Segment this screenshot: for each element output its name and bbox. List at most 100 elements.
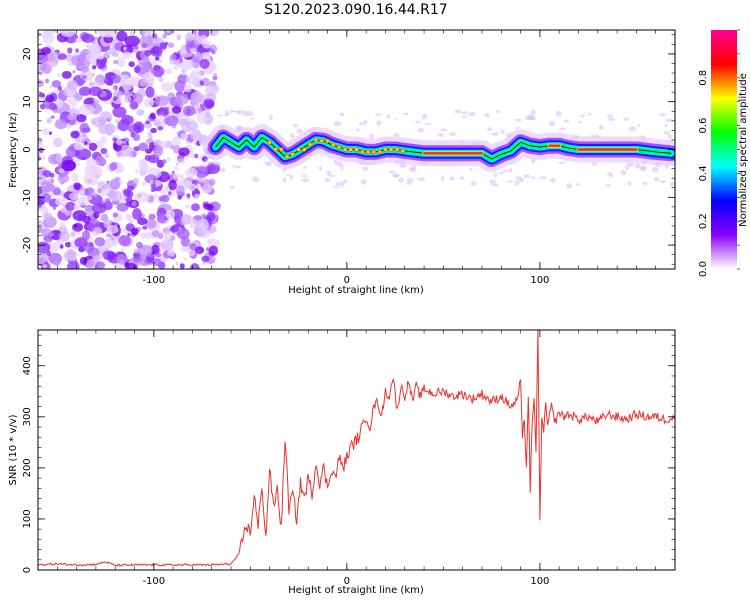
heatmap-noise-cell [197, 218, 209, 231]
heatmap-noise-cell [165, 68, 173, 75]
heatmap-faint-cell [440, 128, 448, 132]
heatmap-faint-cell [468, 167, 473, 171]
heatmap-noise-cell [95, 229, 101, 235]
heatmap-noise-cell [116, 92, 120, 96]
heatmap-noise-cell [73, 204, 81, 210]
heatmap-noise-cell [147, 131, 153, 137]
heatmap-bead [348, 147, 354, 152]
heatmap-faint-cell [395, 117, 399, 120]
heatmap-faint-cell [470, 181, 477, 187]
heatmap-bead [325, 138, 330, 144]
heatmap-faint-cell [653, 176, 660, 182]
heatmap-noise-cell [151, 33, 158, 39]
heatmap-noise-cell [45, 94, 55, 103]
heatmap-noise-cell [38, 147, 44, 154]
heatmap-noise-cell [86, 195, 93, 201]
snr-y-tick-label: 0 [22, 567, 33, 573]
heatmap-noise-cell [127, 185, 135, 191]
heatmap-noise-cell [88, 43, 102, 54]
spectrogram-x-tick-label: 0 [344, 275, 350, 286]
heatmap-noise-cell [43, 50, 49, 56]
heatmap-noise-cell [199, 58, 210, 69]
heatmap-bead [290, 151, 296, 157]
heatmap-noise-cell [127, 233, 131, 237]
heatmap-noise-cell [38, 156, 42, 161]
heatmap-faint-cell [591, 162, 598, 167]
heatmap-noise-cell [86, 178, 93, 184]
heatmap-noise-cell [77, 214, 86, 221]
heatmap-noise-cell [201, 183, 212, 194]
heatmap-noise-cell [121, 74, 130, 82]
heatmap-noise-cell [124, 35, 141, 47]
heatmap-noise-cell [194, 153, 199, 159]
heatmap-noise-cell [178, 118, 189, 127]
snr-frame [37, 329, 676, 571]
heatmap-noise-cell [45, 78, 49, 84]
heatmap-noise-cell [169, 60, 173, 65]
heatmap-faint-cell [669, 181, 675, 187]
heatmap-bead [296, 147, 301, 152]
heatmap-noise-cell [180, 133, 188, 141]
heatmap-noise-cell [205, 99, 215, 109]
heatmap-noise-cell [143, 98, 154, 108]
heatmap-faint-cell [580, 114, 585, 118]
heatmap-noise-cell [41, 128, 50, 136]
heatmap-noise-cell [212, 72, 218, 77]
heatmap-noise-cell [206, 163, 221, 175]
heatmap-bead [371, 149, 377, 155]
heatmap-noise-cell [158, 77, 164, 82]
heatmap-noise-cell [70, 231, 76, 238]
heatmap-noise-cell [133, 191, 150, 203]
heatmap-bead [273, 147, 278, 152]
heatmap-noise-cell [104, 122, 116, 135]
heatmap-noise-cell [175, 185, 185, 196]
heatmap-noise-cell [180, 244, 188, 252]
heatmap-noise-cell [112, 212, 118, 218]
snr-x-tick-label: 0 [344, 576, 350, 587]
heatmap-faint-cell [629, 126, 637, 132]
heatmap-faint-cell [229, 109, 234, 114]
heatmap-faint-cell [326, 170, 332, 176]
heatmap-noise-cell [73, 182, 81, 190]
heatmap-noise-cell [201, 51, 211, 60]
heatmap-bead [278, 147, 284, 152]
heatmap-noise-cell [200, 105, 206, 110]
heatmap-noise-cell [137, 217, 148, 226]
heatmap-noise-cell [171, 124, 176, 129]
heatmap-noise-cell [46, 51, 61, 63]
colorbar-tick-label: 0.0 [698, 261, 709, 277]
heatmap-noise-cell [156, 185, 162, 192]
heatmap-noise-cell [156, 214, 167, 224]
heatmap-noise-cell [76, 196, 89, 206]
heatmap-faint-cell [665, 118, 674, 122]
snr-y-tick-label: 100 [22, 509, 33, 528]
heatmap-noise-cell [149, 112, 156, 120]
heatmap-noise-cell [65, 201, 76, 211]
heatmap-faint-cell [252, 176, 260, 183]
heatmap-noise-cell [154, 180, 162, 188]
heatmap-faint-cell [493, 172, 498, 178]
heatmap-noise-cell [80, 62, 85, 66]
heatmap-noise-cell [158, 59, 163, 64]
heatmap-faint-cell [623, 117, 630, 121]
heatmap-noise-cell [178, 174, 185, 179]
heatmap-noise-cell [195, 227, 204, 237]
heatmap-noise-cell [189, 242, 197, 250]
heatmap-noise-cell [88, 142, 98, 151]
heatmap-faint-cell [454, 109, 462, 114]
heatmap-faint-cell [667, 134, 673, 139]
heatmap-noise-cell [133, 146, 140, 152]
heatmap-noise-cell [194, 196, 198, 201]
heatmap-noise-cell [204, 158, 208, 162]
heatmap-noise-cell [185, 204, 190, 209]
heatmap-noise-cell [148, 135, 153, 139]
heatmap-noise-cell [120, 102, 125, 106]
heatmap-faint-cell [514, 180, 520, 186]
heatmap-noise-cell [156, 109, 161, 114]
heatmap-noise-cell [172, 173, 180, 180]
heatmap-faint-cell [528, 117, 536, 121]
colorbar-tick-label: 0.2 [698, 213, 709, 229]
heatmap-noise-cell [130, 31, 135, 36]
heatmap-bead [313, 137, 319, 143]
heatmap-noise-cell [100, 147, 108, 155]
